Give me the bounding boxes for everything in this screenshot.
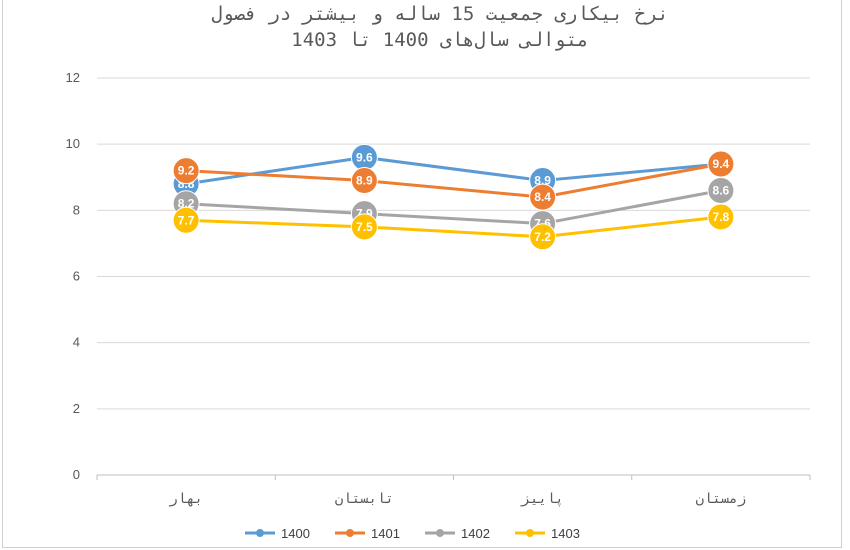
data-point [350,167,378,195]
x-category-label: زمستان [696,491,747,507]
series-line [186,162,722,199]
data-label: 8.4 [534,190,551,204]
data-label: 7.7 [178,213,195,227]
chart-title-line-2: متوالی سال‌های 1400 تا 1403 [291,29,588,51]
chart-title-line-1: نرخ بیکاری جمعیت 15 ساله و بیشتر در فصول [211,3,669,25]
data-point [172,157,200,185]
legend: 1400 1401 1402 1403 [245,526,580,541]
x-category-label: پاییز [520,491,564,507]
legend-label: 1402 [461,526,490,541]
data-label: 7.2 [534,230,551,244]
x-category-label: بهار [168,491,203,507]
series-1403: 7.7 7.5 7.2 7.8 [172,203,735,251]
y-tick-label: 4 [73,335,80,350]
data-point [707,203,735,231]
y-tick-label: 6 [73,269,80,284]
y-tick-label: 12 [66,70,80,85]
series-line [186,215,722,239]
data-label: 9.6 [356,150,373,164]
legend-marker [526,529,534,537]
data-label: 8.2 [178,197,195,211]
data-label: 8.9 [356,174,373,188]
data-point [529,223,557,251]
data-label: 9.2 [178,164,195,178]
y-tick-label: 0 [73,467,80,482]
data-label: 9.4 [713,157,730,171]
series-1401: 9.2 8.9 8.4 9.4 [172,150,735,211]
y-axis-ticks: 0 2 4 6 8 10 12 [66,70,80,482]
data-label: 8.6 [713,183,730,197]
data-label: 7.5 [356,220,373,234]
series-1402: 8.27.97.68.6 [172,176,735,238]
y-tick-label: 10 [66,136,80,151]
legend-label: 1400 [281,526,310,541]
legend-marker [346,529,354,537]
series-line [186,189,722,226]
data-label: 8.9 [534,174,551,188]
x-axis-categories: بهار تابستان پاییز زمستان [168,491,746,507]
y-tick-label: 2 [73,401,80,416]
y-tick-label: 8 [73,202,80,217]
legend-marker [436,529,444,537]
series-lines: 8.89.68.99.49.28.98.49.48.27.97.68.67.77… [172,143,735,251]
data-point [172,206,200,234]
series-line [185,155,722,186]
legend-label: 1403 [551,526,580,541]
data-label: 7.8 [713,210,730,224]
data-point [350,213,378,241]
x-category-label: تابستان [335,491,394,507]
gridlines [96,77,811,480]
legend-label: 1401 [371,526,400,541]
legend-marker [256,529,264,537]
